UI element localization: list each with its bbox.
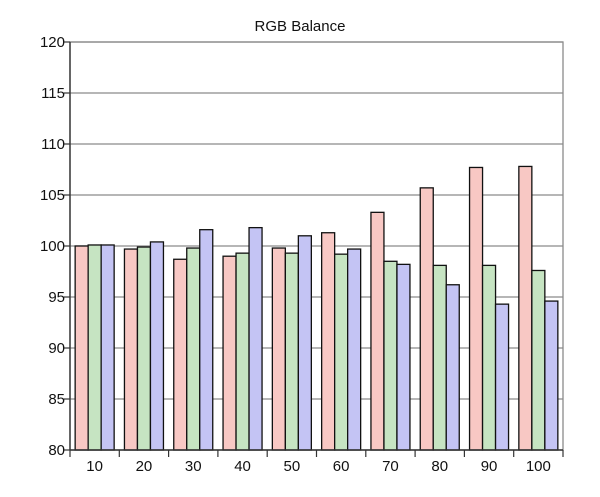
bar	[199, 229, 214, 451]
x-tick-label: 40	[234, 458, 251, 475]
bar	[149, 241, 165, 451]
bar	[271, 247, 287, 451]
y-tick-label: 85	[48, 391, 65, 408]
bar	[320, 232, 336, 451]
bar	[481, 264, 497, 451]
y-tick-label: 90	[48, 340, 65, 357]
y-tick-label: 80	[48, 442, 65, 459]
bar	[87, 244, 102, 451]
bar	[173, 258, 188, 451]
y-tick-label: 100	[40, 238, 65, 255]
bar	[123, 248, 139, 451]
bar	[419, 187, 434, 451]
bar	[297, 235, 313, 451]
x-tick-label: 20	[136, 458, 153, 475]
x-tick-label: 50	[284, 458, 301, 475]
bar	[383, 260, 398, 451]
bar	[74, 245, 89, 451]
y-tick-label: 115	[41, 85, 65, 102]
bar	[518, 165, 533, 451]
bar	[370, 211, 385, 451]
bar	[468, 166, 484, 451]
x-tick-label: 70	[382, 458, 399, 475]
x-tick-label: 30	[185, 458, 202, 475]
bar	[346, 248, 362, 451]
bar	[222, 255, 237, 451]
y-tick-label: 110	[41, 136, 65, 153]
bar	[494, 303, 510, 451]
bar	[333, 253, 349, 451]
bar	[544, 300, 559, 451]
x-tick-label: 10	[86, 458, 103, 475]
bar	[432, 264, 447, 451]
x-tick-label: 100	[526, 458, 551, 475]
chart-title: RGB Balance	[254, 18, 346, 35]
bar	[100, 244, 115, 451]
x-tick-label: 90	[481, 458, 498, 475]
bar	[396, 263, 411, 451]
bar	[284, 252, 300, 451]
bar	[235, 252, 250, 451]
y-tick-label: 105	[40, 187, 65, 204]
bar	[248, 226, 263, 451]
y-tick-label: 120	[40, 34, 65, 51]
x-tick-label: 80	[431, 458, 448, 475]
bar	[136, 246, 152, 451]
bar	[186, 247, 201, 451]
y-tick-label: 95	[48, 289, 65, 306]
bar	[445, 284, 460, 451]
bar	[531, 269, 546, 451]
x-tick-label: 60	[333, 458, 350, 475]
